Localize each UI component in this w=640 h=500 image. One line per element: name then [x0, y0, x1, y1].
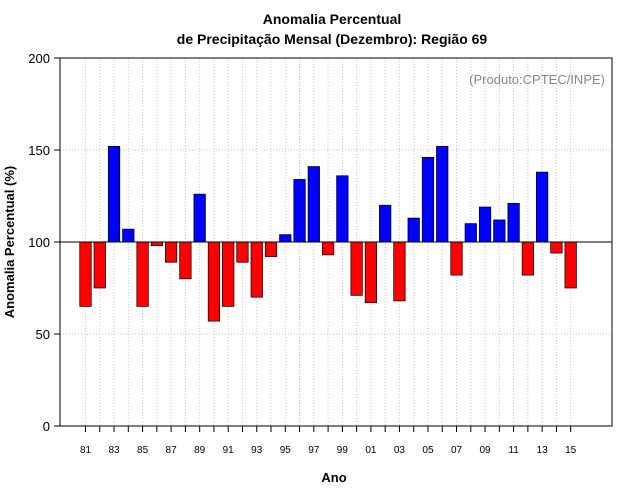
x-tick-label: 01 — [365, 445, 377, 456]
bar-01 — [364, 241, 377, 304]
bar-89 — [193, 193, 206, 243]
x-tick-label: 85 — [137, 445, 149, 456]
chart-title: Anomalia Percentual — [263, 11, 402, 27]
bar-81 — [79, 241, 92, 307]
x-axis: 81 83 85 87 89 91 93 95 97 99 01 03 05 07 09 11 13 15 — [80, 426, 577, 456]
bar-03 — [393, 241, 406, 302]
bar-10 — [493, 219, 506, 243]
bar-00 — [350, 241, 363, 296]
bar-83 — [107, 145, 121, 243]
x-tick-label: 97 — [308, 445, 320, 456]
bar-13 — [536, 171, 549, 243]
bar-87 — [165, 241, 178, 263]
x-tick-label: 99 — [337, 445, 349, 456]
bar-09 — [478, 206, 492, 243]
y-tick-label: 150 — [28, 143, 50, 158]
bar-90 — [207, 241, 221, 322]
watermark: (Produto:CPTEC/INPE) — [469, 72, 605, 87]
bar-06 — [436, 145, 449, 243]
y-axis: 0 50 100 150 200 — [28, 51, 60, 434]
y-tick-label: 50 — [36, 327, 50, 342]
bar-84 — [122, 228, 135, 243]
bar-07 — [450, 241, 463, 276]
x-tick-label: 09 — [479, 445, 491, 456]
x-tick-label: 11 — [508, 445, 519, 456]
x-tick-label: 03 — [394, 445, 406, 456]
bar-85 — [136, 241, 149, 307]
x-tick-label: 13 — [537, 445, 549, 456]
x-tick-label: 89 — [194, 445, 206, 456]
bar-04 — [407, 217, 420, 243]
bar-88 — [179, 241, 192, 280]
bar-92 — [236, 241, 249, 263]
x-tick-label: 93 — [251, 445, 263, 456]
bars — [79, 145, 577, 322]
bar-91 — [222, 241, 235, 307]
chart-subtitle: de Precipitação Mensal (Dezembro): Regiã… — [177, 31, 488, 47]
y-axis-label: Anomalia Percentual (%) — [2, 166, 17, 318]
x-tick-label: 81 — [80, 445, 92, 456]
bar-08 — [464, 223, 477, 243]
bar-12 — [521, 241, 534, 276]
y-tick-label: 0 — [43, 419, 50, 434]
bar-96 — [293, 179, 306, 243]
bar-05 — [421, 157, 435, 243]
bar-82 — [93, 241, 106, 289]
bar-95 — [279, 234, 292, 243]
x-tick-label: 83 — [108, 445, 120, 456]
bar-93 — [250, 241, 263, 298]
y-tick-label: 200 — [28, 51, 50, 66]
x-tick-label: 05 — [422, 445, 434, 456]
y-tick-label: 100 — [28, 235, 50, 250]
bar-02 — [379, 204, 392, 243]
bar-99 — [336, 175, 349, 243]
x-tick-label: 15 — [565, 445, 577, 456]
bar-98 — [321, 241, 335, 256]
x-tick-label: 87 — [166, 445, 178, 456]
x-axis-label: Ano — [321, 470, 346, 485]
bar-15 — [564, 241, 577, 289]
x-tick-label: 91 — [223, 445, 235, 456]
bar-11 — [507, 203, 520, 243]
bar-97 — [307, 166, 320, 243]
x-tick-label: 07 — [451, 445, 463, 456]
bar-94 — [264, 241, 278, 258]
bar-14 — [550, 241, 563, 254]
x-tick-label: 95 — [280, 445, 292, 456]
bar-86 — [150, 241, 163, 247]
